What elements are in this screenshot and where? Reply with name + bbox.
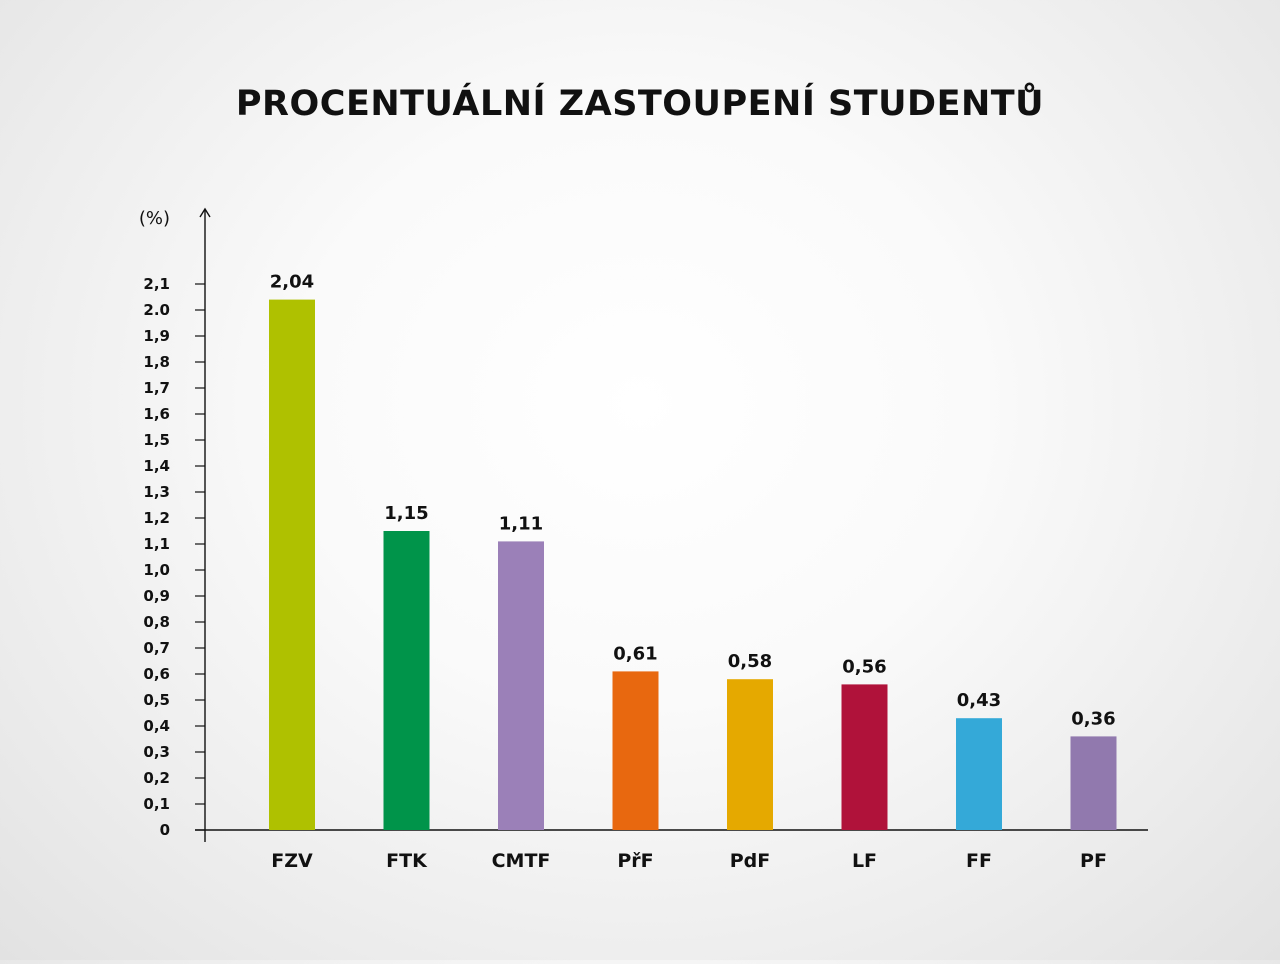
y-tick-label: 1,4 [143,457,170,475]
y-tick-label: 0,9 [143,587,170,605]
y-tick-label: 0,1 [143,795,170,813]
y-tick-label: 1,0 [143,561,170,579]
data-label: 2,04 [270,272,314,293]
data-label: 0,43 [957,690,1001,711]
y-tick-label: 1,9 [143,327,170,345]
x-tick-label: FZV [271,850,313,872]
y-tick-label: 1,6 [143,405,170,423]
bar-pdf [727,679,773,830]
y-tick-label: 1,5 [143,431,170,449]
data-label: 0,36 [1071,708,1115,729]
chart-title: PROCENTUÁLNÍ ZASTOUPENÍ STUDENTŮ [235,84,1045,124]
y-tick-label: 0,5 [143,691,170,709]
y-axis-arrow [199,207,211,218]
axes [195,207,1148,842]
data-label: 1,15 [384,503,428,524]
y-tick-label: 0,4 [143,717,170,735]
bars [269,299,1117,831]
y-tick-label: 0,7 [143,639,170,657]
y-tick-label: 0,6 [143,665,170,683]
x-tick-label: PdF [730,850,771,872]
y-axis-unit: (%) [139,208,170,229]
y-tick-label: 0 [160,821,170,839]
x-tick-label: LF [852,850,877,872]
y-tick-label: 1,7 [143,379,170,397]
data-label: 1,11 [499,513,543,534]
bar-ff [956,718,1002,830]
y-tick-label: 1,2 [143,509,170,527]
y-tick-label: 0,3 [143,743,170,761]
y-tick-label: 1,3 [143,483,170,501]
y-tick-label: 2,1 [143,275,170,293]
y-tick-label: 0,8 [143,613,170,631]
x-tick-label: CMTF [492,850,551,872]
bar-přf [612,671,659,830]
data-label: 0,61 [613,643,657,664]
x-tick-label: PřF [617,850,653,872]
x-tick-label: PF [1080,850,1107,872]
bar-fzv [269,299,315,831]
bar-cmtf [498,541,544,830]
x-tick-label: FTK [386,850,428,872]
y-tick-label: 0,2 [143,769,170,787]
y-tick-label: 1,1 [143,535,170,553]
labels: (%) 0 0,1 0,2 0,3 0,4 0,5 0,6 0,7 0,8 0,9 1,0 1,1 1,2… [139,208,1116,872]
bar-lf [841,684,888,830]
data-label: 0,56 [842,656,886,677]
x-tick-label: FF [966,850,992,872]
y-tick-label: 2.0 [143,301,170,319]
data-label: 0,58 [728,651,772,672]
bar-pf [1070,736,1117,830]
bar-ftk [383,531,430,830]
y-tick-label: 1,8 [143,353,170,371]
